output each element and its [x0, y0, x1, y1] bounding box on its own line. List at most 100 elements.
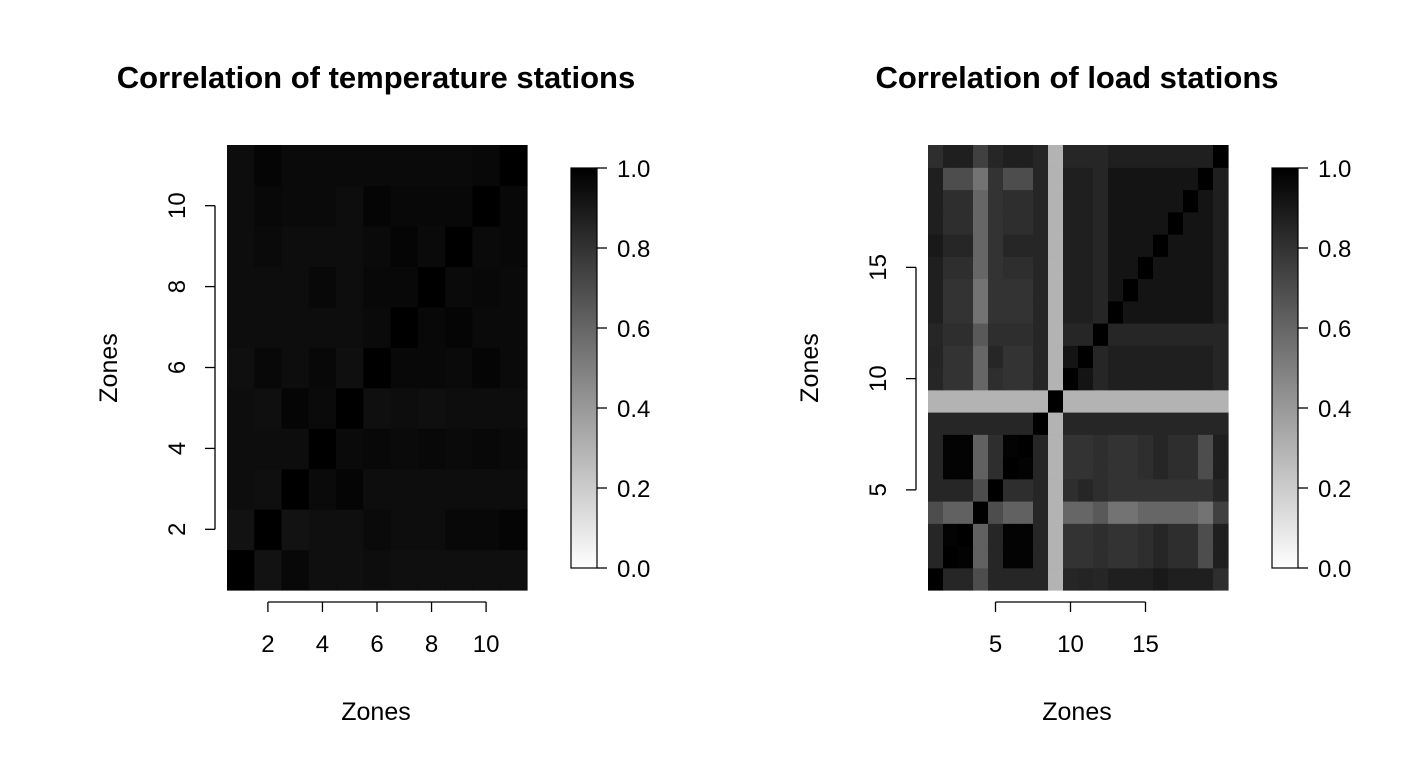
colorbar-segment	[1272, 212, 1298, 217]
heatmap-cell	[1018, 234, 1034, 257]
colorbar-segment	[1272, 516, 1298, 521]
heatmap-cell	[943, 412, 959, 435]
heatmap-cell	[1048, 278, 1064, 302]
colorbar-tick-label: 1.0	[617, 156, 650, 183]
heatmap-cell	[363, 468, 392, 510]
colorbar-segment	[1272, 228, 1298, 233]
heatmap-cell	[1018, 323, 1034, 346]
y-tick-label: 10	[164, 192, 191, 219]
colorbar-segment	[1272, 248, 1298, 253]
heatmap-cell	[1153, 412, 1169, 435]
heatmap-cell	[1078, 389, 1094, 413]
colorbar-segment	[571, 440, 597, 445]
colorbar-segment	[1272, 448, 1298, 453]
heatmap-cell	[988, 434, 1004, 458]
colorbar-tick-label: 0.2	[617, 476, 650, 503]
heatmap-cell	[308, 185, 337, 227]
heatmap-cell	[227, 185, 255, 227]
heatmap-cell	[1063, 412, 1079, 435]
heatmap-cell	[1198, 367, 1214, 391]
heatmap-cell	[928, 145, 944, 168]
heatmap-cell	[943, 434, 959, 458]
colorbar-segment	[571, 380, 597, 385]
colorbar-segment	[1272, 512, 1298, 517]
colorbar-segment	[571, 356, 597, 361]
heatmap-cell	[390, 266, 419, 308]
colorbar-segment	[571, 340, 597, 345]
colorbar-segment	[1272, 288, 1298, 293]
heatmap-cell	[227, 428, 255, 470]
heatmap-cell	[1048, 345, 1064, 369]
heatmap-cell	[973, 567, 989, 591]
colorbar-tick-label: 0.0	[1318, 556, 1351, 583]
y-axis-label: Zones	[796, 333, 824, 402]
heatmap-cell	[1213, 211, 1229, 235]
colorbar-segment	[1272, 208, 1298, 213]
colorbar-segment	[571, 348, 597, 353]
heatmap-cell	[472, 145, 501, 187]
heatmap-cell	[1003, 412, 1019, 435]
heatmap-cell	[958, 189, 974, 213]
heatmap-cell	[1168, 434, 1184, 458]
heatmap-cell	[472, 509, 501, 551]
heatmap-cell	[281, 185, 310, 227]
heatmap-cell	[958, 256, 974, 280]
heatmap-cell	[472, 428, 501, 470]
colorbar-segment	[1272, 256, 1298, 261]
heatmap-cell	[973, 545, 989, 569]
colorbar-segment	[571, 540, 597, 545]
colorbar: 0.0 0.2 0.4 0.6 0.8 1.0	[1271, 156, 1351, 583]
heatmap-cell	[1048, 323, 1064, 346]
heatmap-cell	[1003, 567, 1019, 591]
heatmap-cell	[417, 347, 446, 389]
heatmap-cell	[988, 189, 1004, 213]
heatmap-cell	[1108, 367, 1124, 391]
heatmap-cell	[1153, 545, 1169, 569]
heatmap-cell	[1168, 234, 1184, 257]
heatmap-cell	[445, 145, 474, 187]
colorbar-segment	[571, 464, 597, 469]
heatmap-cell	[336, 509, 364, 551]
heatmap-cell	[1048, 478, 1064, 502]
x-tick-label: 6	[370, 631, 383, 658]
heatmap-cell	[1093, 345, 1109, 369]
heatmap-cell	[1123, 501, 1139, 524]
heatmap-cell	[1123, 167, 1139, 191]
heatmap-cell	[973, 323, 989, 346]
heatmap-cell	[1153, 145, 1169, 168]
heatmap-cell	[472, 225, 501, 267]
colorbar-tick-label: 0.2	[1318, 476, 1351, 503]
colorbar-segment	[1272, 220, 1298, 225]
colorbar-segment	[571, 552, 597, 557]
heatmap-cell	[943, 278, 959, 302]
heatmap-cell	[1153, 323, 1169, 346]
heatmap-cell	[1168, 300, 1184, 324]
colorbar-segment	[1272, 384, 1298, 389]
heatmap-cell	[973, 189, 989, 213]
x-tick-label: 15	[1132, 631, 1159, 658]
heatmap-cell	[1198, 167, 1214, 191]
heatmap-cell	[1003, 323, 1019, 346]
heatmap-cell	[1063, 456, 1079, 480]
heatmap-cell	[958, 523, 974, 547]
heatmap-cell	[1183, 545, 1199, 569]
heatmap-cell	[336, 468, 364, 510]
colorbar-segment	[571, 208, 597, 213]
colorbar-segment	[1272, 460, 1298, 465]
heatmap-cell	[1213, 300, 1229, 324]
colorbar-segment	[571, 392, 597, 397]
heatmap-cell	[1078, 456, 1094, 480]
heatmap-cell	[973, 367, 989, 391]
heatmap-cell	[1063, 567, 1079, 591]
colorbar-segment	[571, 528, 597, 533]
heatmap-cell	[943, 345, 959, 369]
heatmap-cell	[943, 167, 959, 191]
colorbar-segment	[571, 500, 597, 505]
heatmap-cell	[943, 367, 959, 391]
colorbar-segment	[1272, 172, 1298, 177]
heatmap-cells	[227, 145, 528, 591]
heatmap-cell	[499, 468, 528, 510]
heatmap-cell	[499, 347, 528, 389]
heatmap-cell	[1018, 300, 1034, 324]
heatmap-cell	[1183, 189, 1199, 213]
